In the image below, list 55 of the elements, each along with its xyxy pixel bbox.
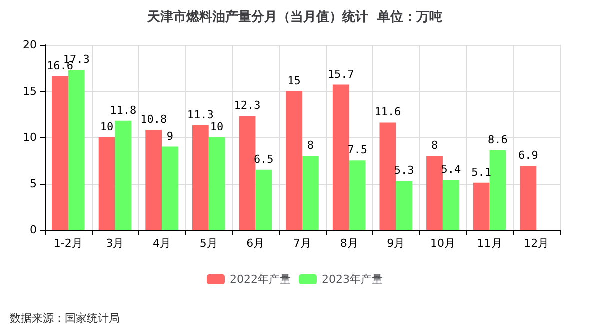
y-tick-label: 10 <box>23 131 37 144</box>
x-tick-label: 9月 <box>387 237 406 250</box>
bar <box>380 122 396 230</box>
x-tick-label: 8月 <box>340 237 358 250</box>
bar <box>256 170 272 230</box>
bar <box>98 138 116 230</box>
bar <box>302 156 319 230</box>
data-label: 8.6 <box>488 133 508 146</box>
x-tick-label: 10月 <box>430 237 456 250</box>
x-tick-label: 7月 <box>294 237 312 250</box>
data-label: 12.3 <box>234 99 261 112</box>
x-tick-label: 3月 <box>106 237 124 250</box>
data-label: 10 <box>100 120 114 134</box>
x-tick-label: 6月 <box>246 237 265 250</box>
data-label: 15 <box>288 74 301 88</box>
x-tick-label: 1-2月 <box>54 237 83 250</box>
bar <box>520 166 537 230</box>
y-tick-label: 20 <box>23 38 37 52</box>
legend-label: 2022年产量 <box>230 273 292 286</box>
bar <box>162 146 178 230</box>
bar <box>426 156 443 230</box>
bar <box>208 138 226 230</box>
data-label: 11.3 <box>187 108 214 122</box>
x-tick-label: 12月 <box>524 237 550 250</box>
x-tick-label: 4月 <box>153 237 172 250</box>
data-label: 8 <box>431 139 438 152</box>
legend-label: 2023年产量 <box>322 273 383 286</box>
bar <box>473 182 490 230</box>
data-label: 10 <box>210 120 224 134</box>
bar <box>68 70 85 230</box>
bar <box>115 120 132 230</box>
y-tick-label: 5 <box>30 177 37 190</box>
source-note: 数据来源：国家统计局 <box>10 312 120 325</box>
bar <box>192 125 209 230</box>
y-tick-label: 15 <box>23 84 37 98</box>
x-tick-label: 11月 <box>477 237 502 250</box>
data-label: 11.8 <box>110 104 137 117</box>
bar <box>239 116 256 230</box>
chart-title: 天津市燃料油产量分月（当月值）统计 单位：万吨 <box>146 9 443 25</box>
data-label: 15.7 <box>328 68 354 81</box>
y-tick-label: 0 <box>30 224 37 236</box>
bar <box>146 130 162 230</box>
data-label: 9 <box>166 130 174 143</box>
bar <box>332 84 350 230</box>
bar <box>490 150 506 230</box>
bar <box>52 76 68 230</box>
bar <box>396 180 413 230</box>
bar <box>442 180 460 230</box>
x-tick-label: 5月 <box>200 237 218 250</box>
data-label: 10.8 <box>140 113 168 126</box>
data-label: 11.6 <box>374 106 402 119</box>
data-label: 6.9 <box>518 149 538 162</box>
bar <box>286 91 302 230</box>
bar <box>349 160 366 230</box>
data-label: 8 <box>307 139 314 152</box>
